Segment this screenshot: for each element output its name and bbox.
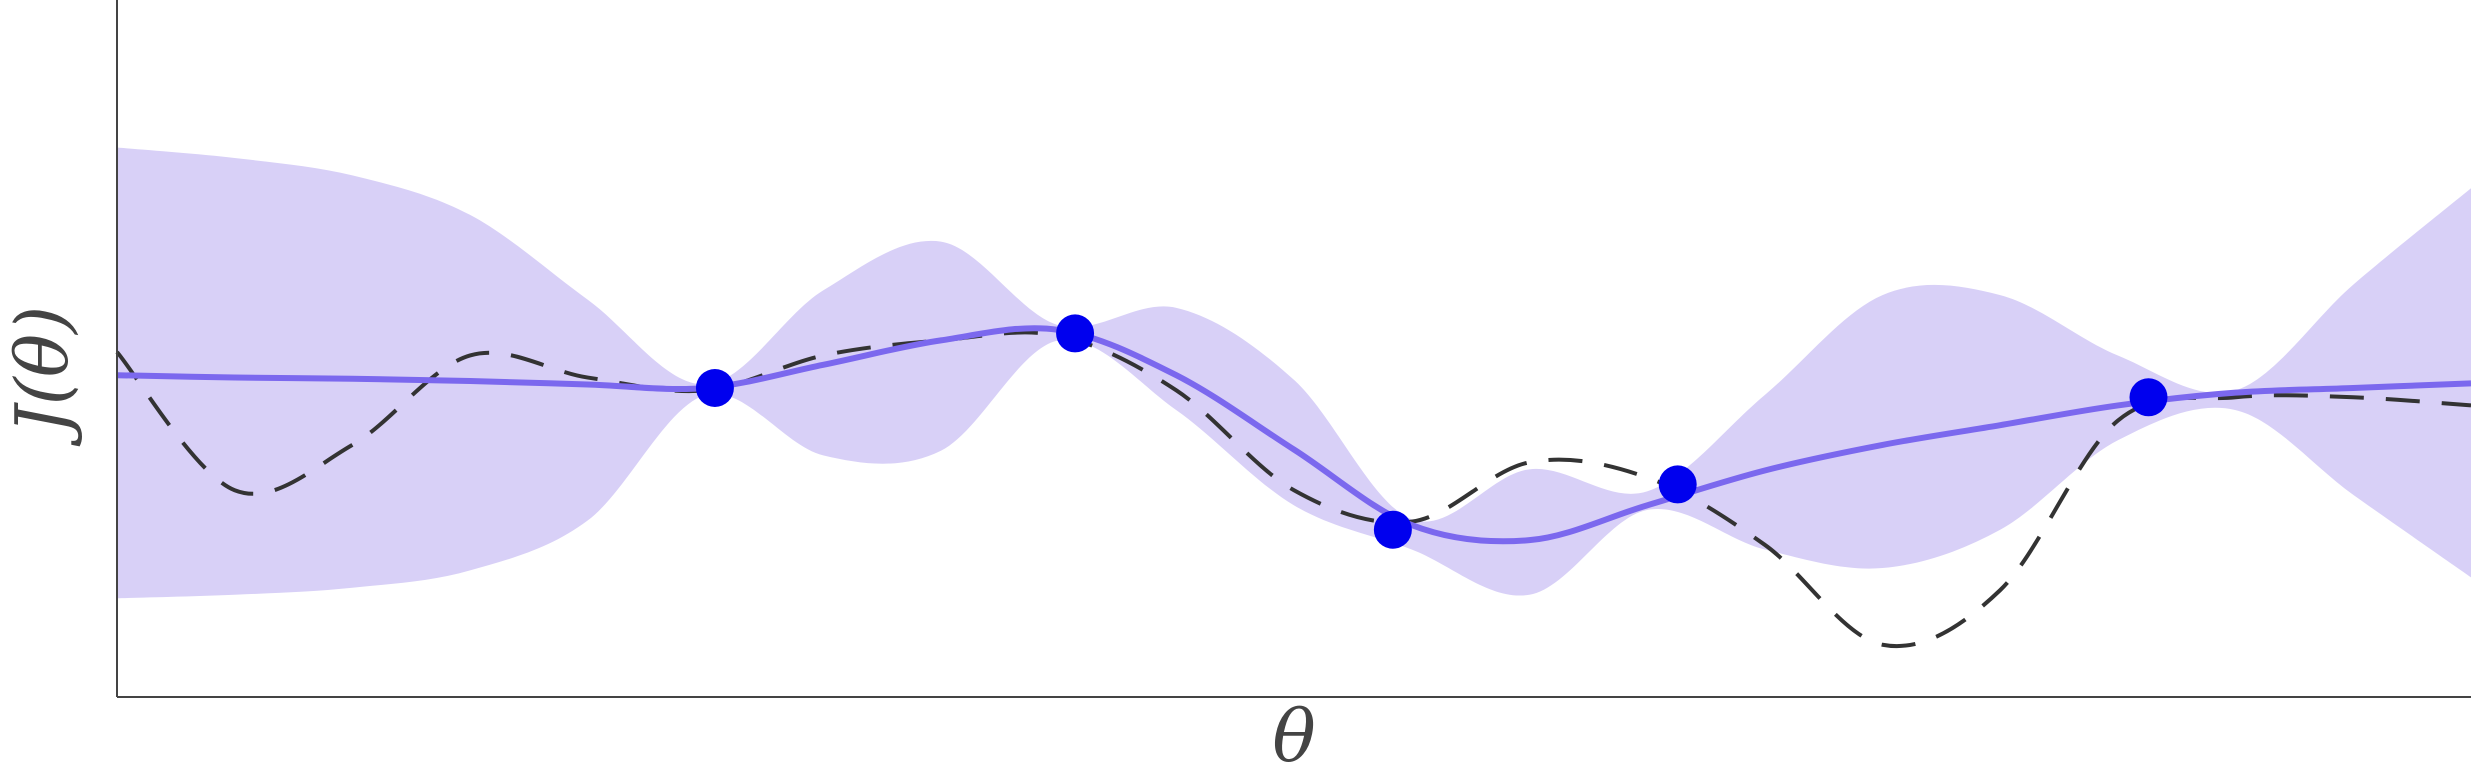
- observation-point: [1056, 314, 1095, 353]
- observation-point: [1373, 510, 1412, 549]
- mean-line: [116, 325, 2471, 545]
- observation-point: [2129, 378, 2168, 417]
- observation-point: [695, 368, 734, 407]
- confidence-band: [117, 147, 2471, 599]
- true-function-line: [115, 330, 2471, 648]
- observation-point: [1658, 465, 1697, 504]
- x-axis-label: θ: [1272, 694, 1315, 778]
- y-axis-label: J(θ): [0, 306, 84, 447]
- plot-area: [115, 147, 2471, 648]
